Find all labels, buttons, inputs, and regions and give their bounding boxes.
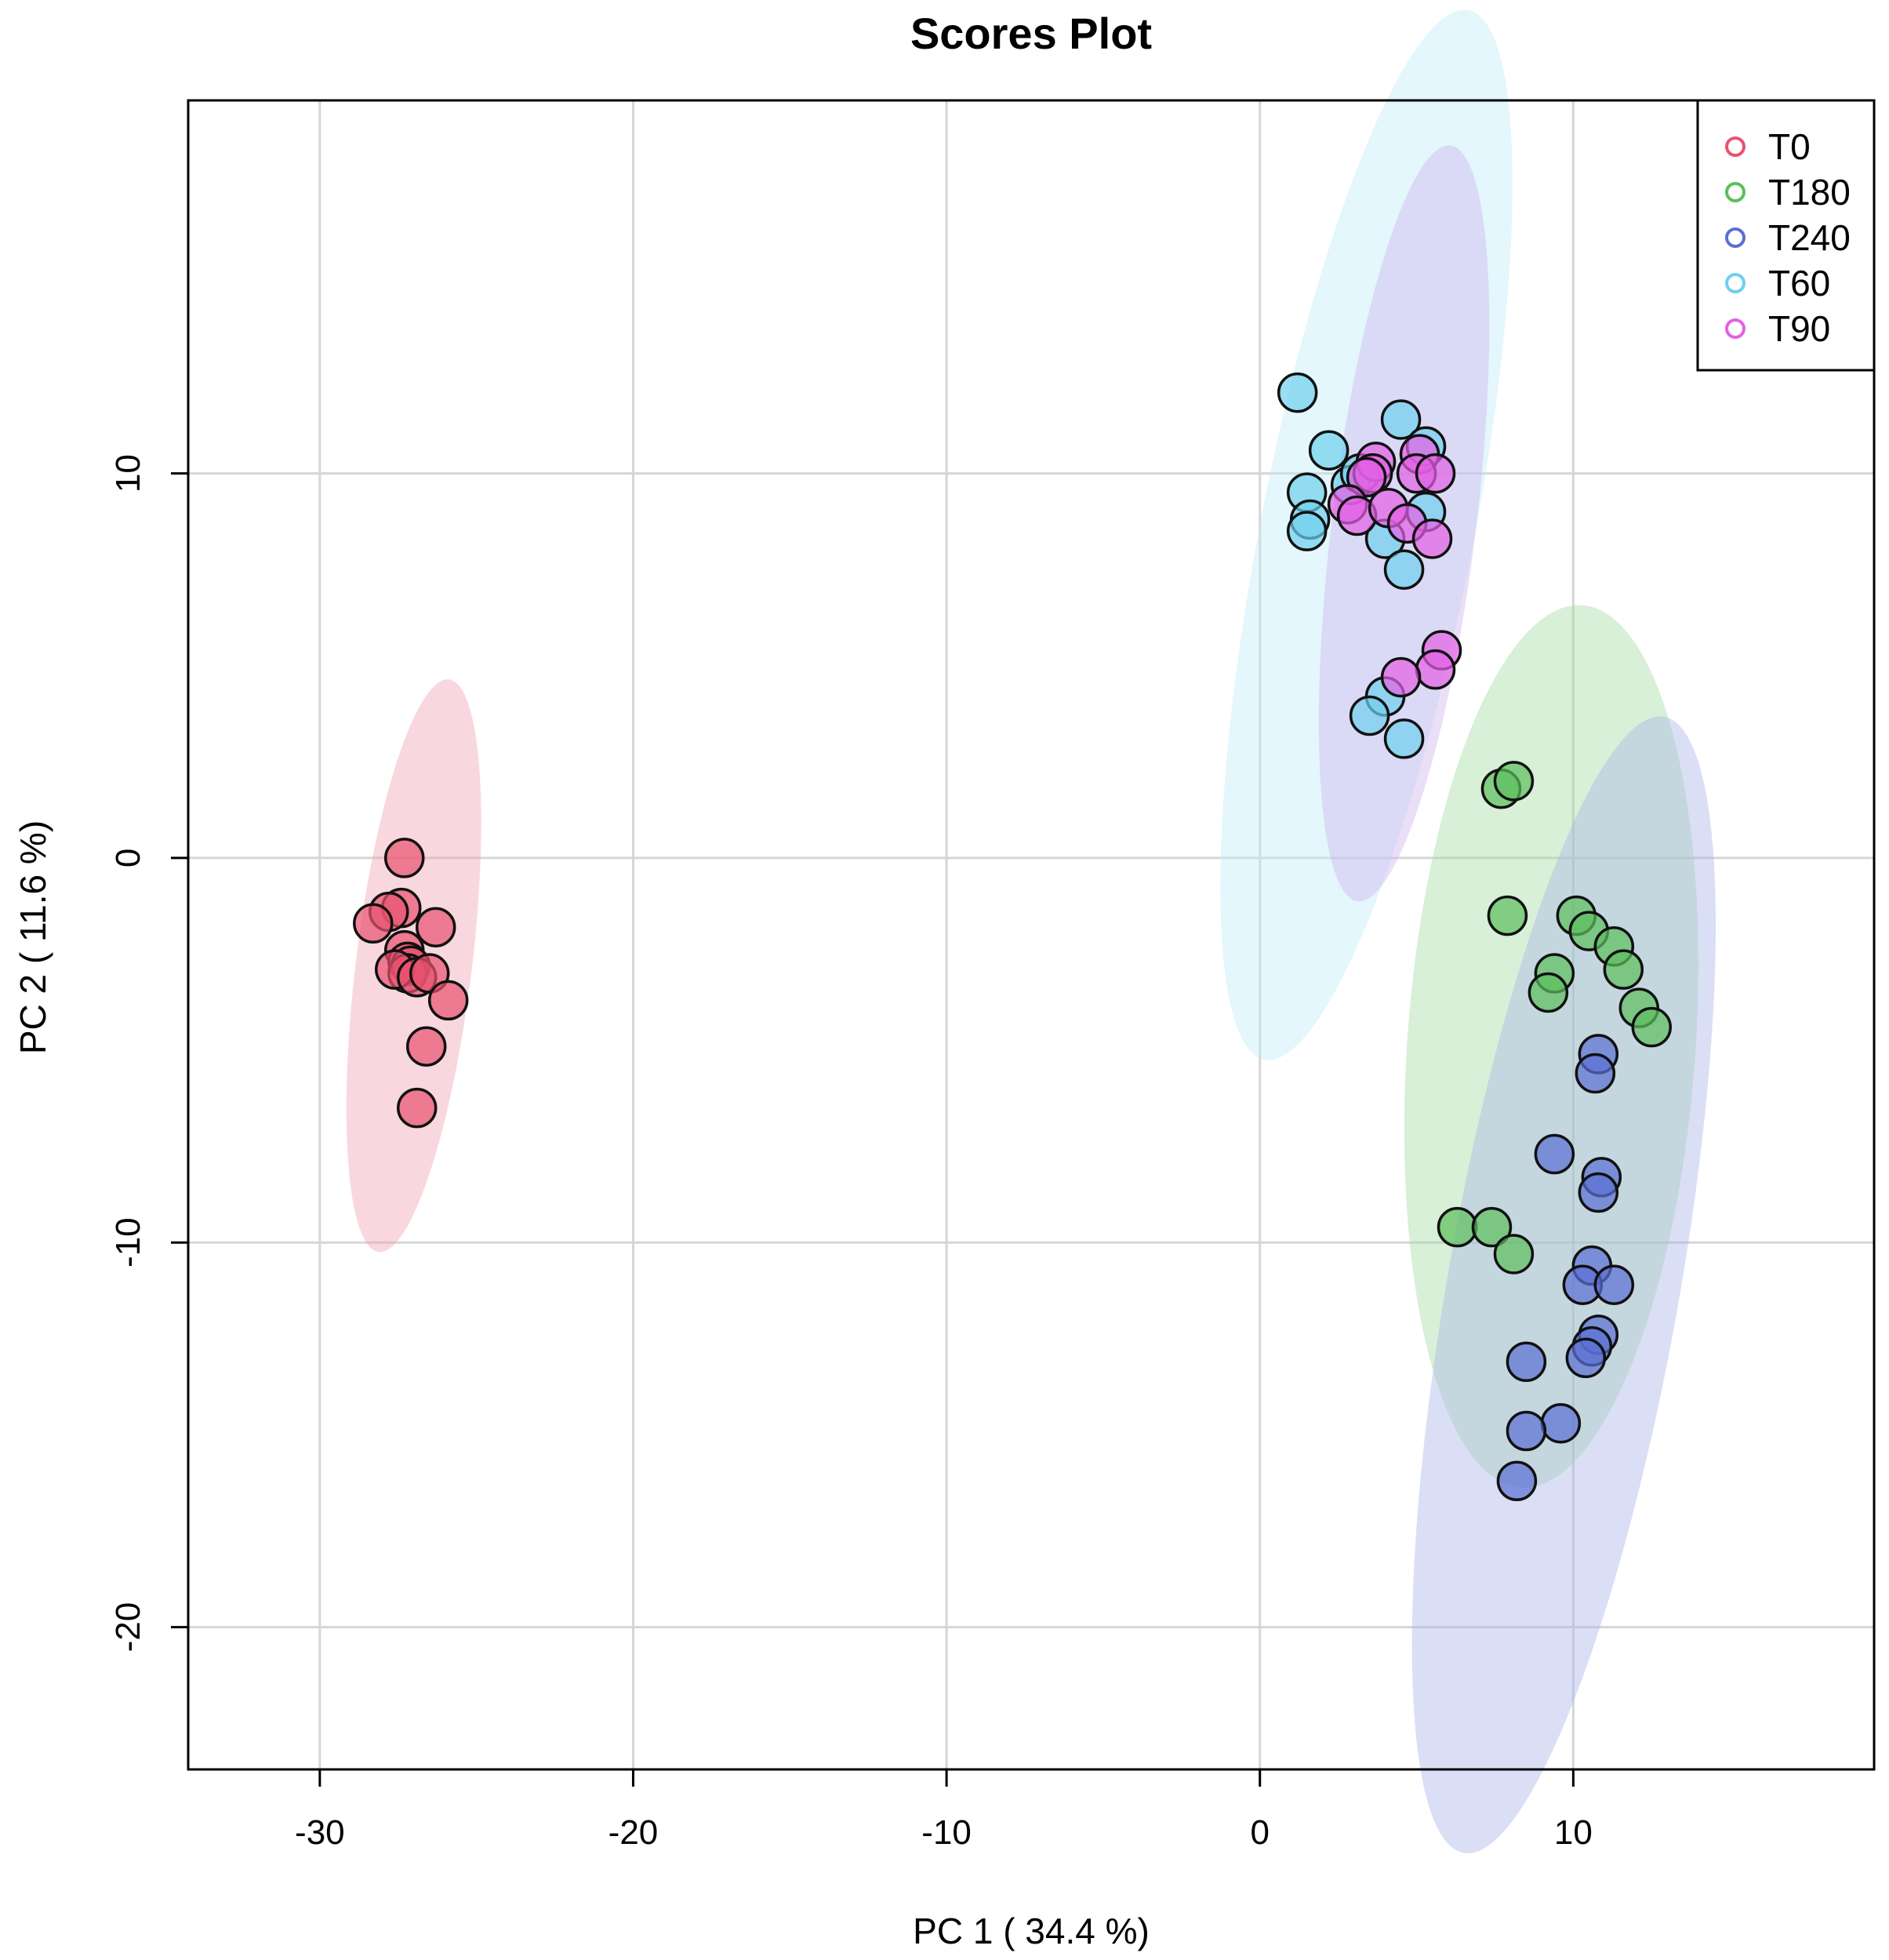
x-tick-label: -20 [608, 1813, 659, 1852]
point-t180 [1487, 895, 1528, 936]
point-t180 [1437, 1206, 1478, 1248]
x-axis-label: PC 1 ( 34.4 %) [913, 1911, 1150, 1951]
point-t60 [1277, 372, 1318, 413]
chart-title: Scores Plot [910, 9, 1152, 58]
y-tick-label: 10 [109, 454, 147, 493]
legend-label-t180: T180 [1768, 172, 1851, 213]
y-tick-label: -20 [109, 1602, 147, 1653]
point-t240 [1593, 1264, 1635, 1305]
gridlines [188, 100, 1874, 1769]
point-t240 [1540, 1402, 1582, 1444]
y-axis-label: PC 2 ( 11.6 %) [13, 820, 53, 1054]
legend-label-t240: T240 [1768, 217, 1851, 258]
x-axis-ticks: -30 -20 -10 0 10 [295, 1769, 1593, 1852]
point-t240 [1578, 1172, 1619, 1213]
point-t240 [1506, 1410, 1547, 1452]
point-t0 [353, 903, 394, 944]
point-t60 [1383, 549, 1425, 590]
x-tick-label: -30 [295, 1813, 345, 1852]
point-t240 [1496, 1460, 1538, 1502]
point-t90 [1415, 453, 1456, 494]
point-t240 [1575, 1053, 1616, 1094]
ellipse-t180 [1404, 605, 1698, 1488]
legend-marker-t0 [1725, 136, 1746, 157]
legend-marker-t60 [1725, 273, 1746, 293]
point-t180 [1471, 1206, 1513, 1248]
legend-marker-t90 [1725, 318, 1746, 339]
point-t90 [1380, 656, 1422, 698]
plot-frame [187, 99, 1876, 1771]
point-t180 [1603, 949, 1644, 990]
point-t180 [1528, 972, 1569, 1013]
point-t60 [1380, 399, 1422, 440]
point-t0 [383, 838, 425, 878]
point-t180 [1493, 1234, 1535, 1275]
point-t240 [1565, 1337, 1607, 1379]
point-t60 [1286, 511, 1328, 551]
legend-label-t60: T60 [1768, 263, 1830, 304]
y-axis-ticks: -20 -10 0 10 [109, 454, 188, 1652]
point-t240 [1534, 1133, 1575, 1175]
x-tick-label: 10 [1554, 1813, 1593, 1852]
point-t60 [1308, 430, 1350, 471]
point-t60 [1383, 718, 1425, 759]
point-t0 [396, 1087, 438, 1129]
point-t180 [1631, 1006, 1673, 1048]
y-tick-label: -10 [109, 1217, 147, 1267]
legend-marker-t180 [1725, 182, 1746, 202]
point-t90 [1411, 518, 1453, 559]
x-tick-label: 0 [1250, 1813, 1269, 1852]
legend-marker-t240 [1725, 227, 1746, 248]
legend-label-t90: T90 [1768, 308, 1830, 349]
point-t0 [405, 1026, 447, 1067]
point-t90 [1415, 649, 1456, 690]
legend-label-t0: T0 [1768, 126, 1811, 167]
point-t240 [1506, 1341, 1547, 1383]
point-t0 [415, 907, 456, 947]
point-t0 [427, 980, 469, 1021]
x-tick-label: -10 [921, 1813, 972, 1852]
y-tick-label: 0 [109, 849, 147, 867]
score-points [353, 372, 1673, 1502]
point-t60 [1349, 695, 1390, 736]
point-t180 [1493, 761, 1535, 802]
